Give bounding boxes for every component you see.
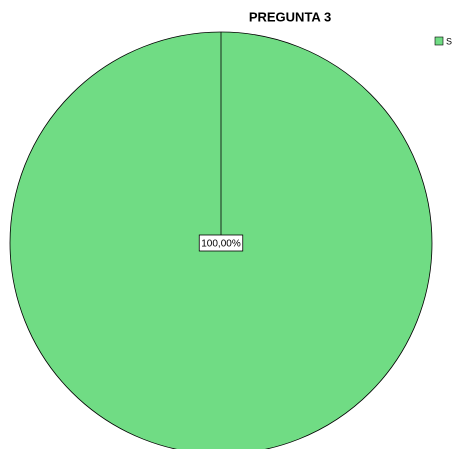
- chart-title: PREGUNTA 3: [249, 9, 331, 24]
- data-label: 100,00%: [201, 239, 241, 250]
- legend-swatch: [434, 36, 444, 46]
- legend-label: S: [446, 36, 452, 46]
- data-label-box: [198, 234, 244, 252]
